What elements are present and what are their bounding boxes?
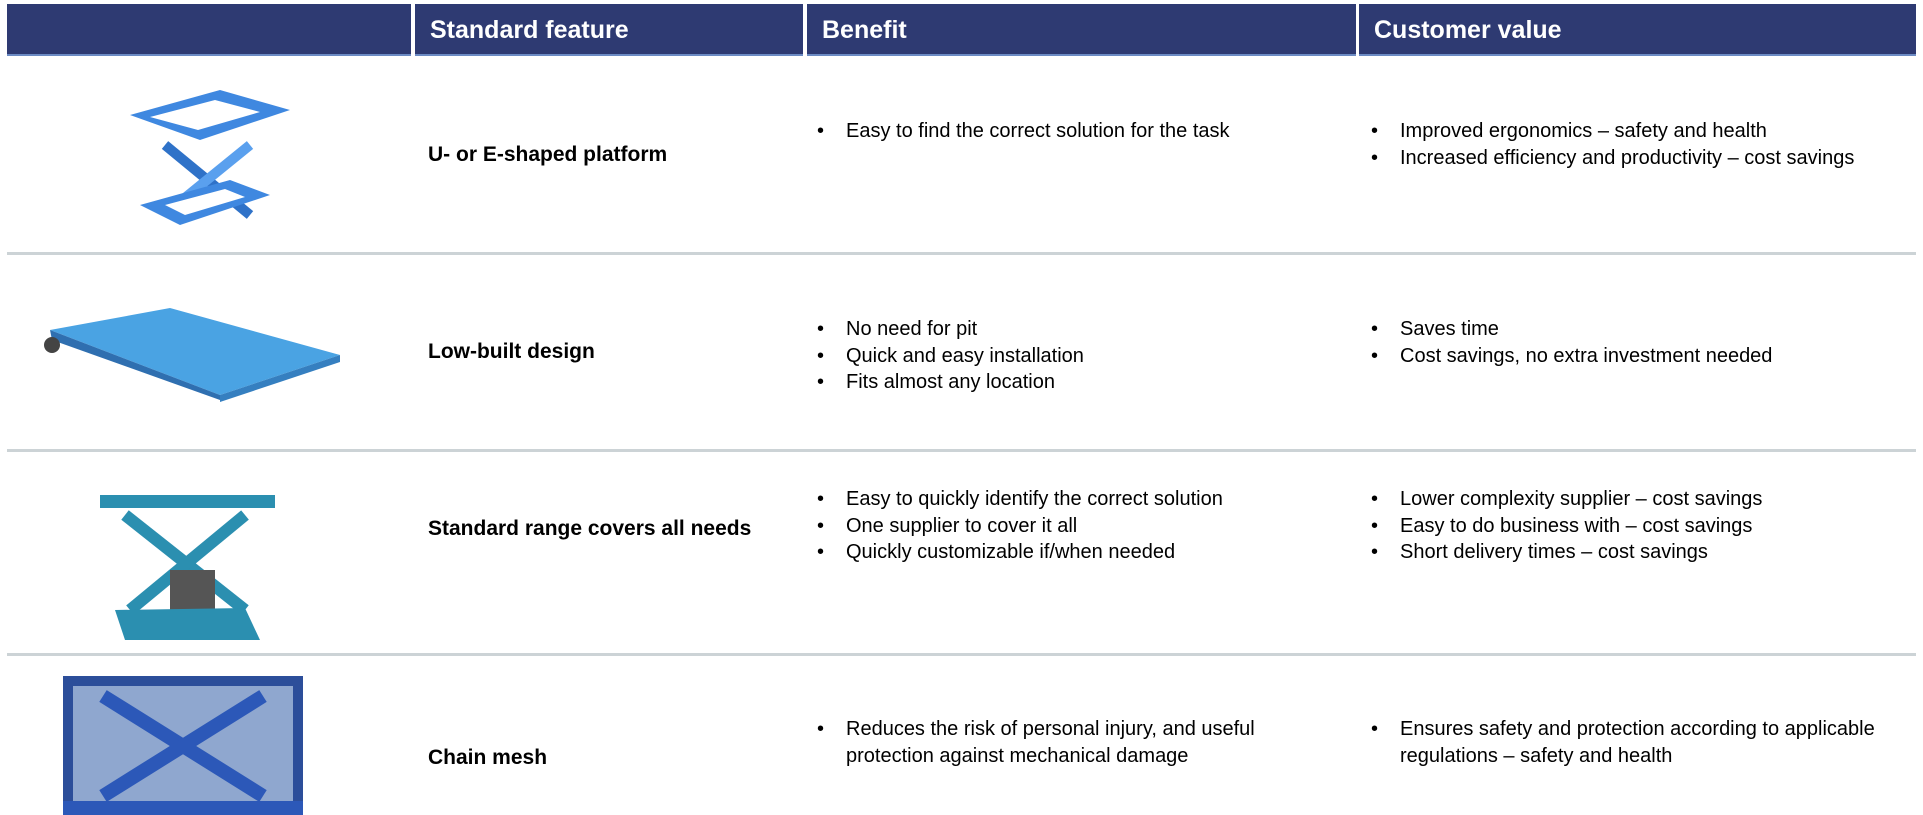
bullet-item: No need for pit bbox=[815, 316, 1315, 343]
bullet-item: Short delivery times – cost savings bbox=[1369, 539, 1909, 566]
product-image bbox=[63, 676, 303, 815]
bullet-item: Quickly customizable if/when needed bbox=[815, 539, 1315, 566]
bullet-item: Increased efficiency and productivity – … bbox=[1369, 145, 1909, 172]
product-image bbox=[130, 90, 290, 225]
header-cell: Benefit bbox=[807, 4, 1356, 56]
bullet-item: Easy to do business with – cost savings bbox=[1369, 513, 1909, 540]
value-list: Improved ergonomics – safety and healthI… bbox=[1369, 118, 1909, 171]
bullet-item: Reduces the risk of personal injury, and… bbox=[815, 716, 1315, 769]
feature-cell: U- or E-shaped platform bbox=[428, 143, 668, 166]
bullet-item: Cost savings, no extra investment needed bbox=[1369, 343, 1909, 370]
header-cell: Customer value bbox=[1359, 4, 1916, 56]
bullet-item: Quick and easy installation bbox=[815, 343, 1315, 370]
bullet-item: Easy to quickly identify the correct sol… bbox=[815, 486, 1315, 513]
value-list: Ensures safety and protection according … bbox=[1369, 716, 1909, 769]
benefit-list: Reduces the risk of personal injury, and… bbox=[815, 716, 1315, 769]
bullet-item: Saves time bbox=[1369, 316, 1909, 343]
row-separator bbox=[7, 449, 1916, 452]
feature-cell: Standard range covers all needs bbox=[428, 517, 752, 540]
value-list: Saves timeCost savings, no extra investm… bbox=[1369, 316, 1909, 369]
header-cell bbox=[7, 4, 411, 56]
benefit-list: No need for pitQuick and easy installati… bbox=[815, 316, 1315, 396]
bullet-item: Ensures safety and protection according … bbox=[1369, 716, 1909, 769]
bullet-item: Lower complexity supplier – cost savings bbox=[1369, 486, 1909, 513]
row-separator bbox=[7, 653, 1916, 656]
value-list: Lower complexity supplier – cost savings… bbox=[1369, 486, 1909, 566]
bullet-item: Improved ergonomics – safety and health bbox=[1369, 118, 1909, 145]
bullet-item: One supplier to cover it all bbox=[815, 513, 1315, 540]
header-cell: Standard feature bbox=[415, 4, 803, 56]
product-image bbox=[44, 308, 340, 402]
feature-cell: Low-built design bbox=[428, 340, 595, 363]
product-image bbox=[100, 495, 275, 640]
benefit-list: Easy to find the correct solution for th… bbox=[815, 118, 1315, 145]
feature-cell: Chain mesh bbox=[428, 746, 548, 769]
bullet-item: Fits almost any location bbox=[815, 369, 1315, 396]
bullet-item: Easy to find the correct solution for th… bbox=[815, 118, 1315, 145]
benefit-list: Easy to quickly identify the correct sol… bbox=[815, 486, 1315, 566]
row-separator bbox=[7, 252, 1916, 255]
